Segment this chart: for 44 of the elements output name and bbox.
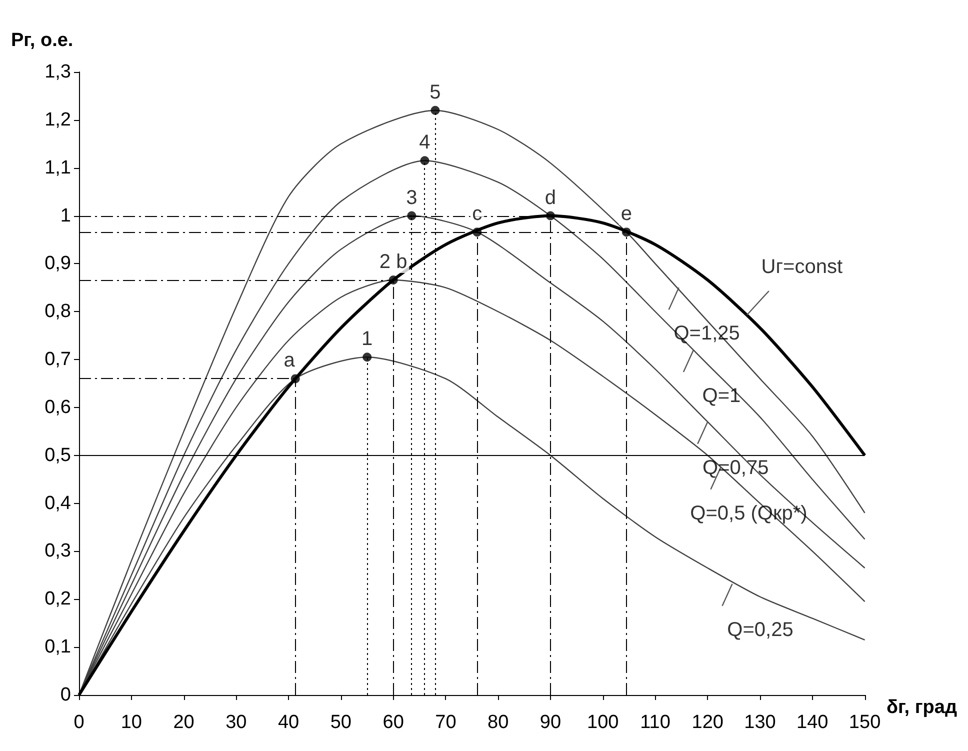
y-tick-label: 1,1 — [44, 157, 71, 178]
x-tick-label: 140 — [796, 712, 828, 733]
annotation: Uг=const — [761, 256, 843, 278]
y-axis-title: Pг, о.е. — [11, 30, 74, 51]
y-tick-label: 0,4 — [44, 492, 72, 514]
y-tick-label: 0,7 — [44, 349, 71, 370]
y-tick-label: 0,9 — [44, 253, 71, 274]
x-tick-label: 120 — [692, 712, 724, 733]
x-tick-label: 150 — [848, 712, 881, 733]
annotation: Q=1 — [702, 384, 741, 407]
annotation: 5 — [430, 81, 441, 104]
x-tick-label: 50 — [330, 712, 352, 733]
annotation: c — [472, 203, 482, 226]
annotation: 1 — [362, 328, 373, 350]
y-tick-label: 0 — [60, 684, 71, 706]
y-tick-label: 0,5 — [44, 444, 71, 466]
y-tick-label: 0,2 — [44, 588, 71, 610]
y-tick-label: 0,8 — [44, 301, 71, 322]
y-tick-label: 1,2 — [44, 109, 71, 130]
x-tick-label: 70 — [435, 712, 456, 733]
x-tick-label: 10 — [120, 712, 142, 733]
annotation: e — [620, 203, 632, 226]
y-tick-label: 1 — [60, 205, 71, 226]
x-tick-label: 130 — [744, 712, 776, 733]
annotation: Q=0,25 — [727, 618, 794, 641]
x-tick-label: 20 — [173, 712, 194, 733]
annotation: a — [284, 350, 296, 372]
x-tick-label: 100 — [587, 712, 619, 733]
x-axis-title: δг, град — [886, 697, 958, 718]
annotation: 4 — [419, 132, 430, 154]
annotation: 3 — [406, 186, 418, 209]
annotation: d — [544, 186, 556, 209]
x-tick-label: 0 — [74, 712, 84, 733]
y-tick-label: 0,6 — [44, 396, 71, 418]
x-tick-label: 30 — [226, 712, 247, 733]
annotation: 2 b — [379, 250, 408, 273]
x-tick-label: 60 — [382, 712, 404, 733]
x-tick-label: 110 — [640, 712, 670, 733]
y-tick-label: 0,1 — [44, 636, 71, 658]
x-tick-label: 80 — [488, 712, 509, 733]
x-tick-label: 40 — [278, 712, 300, 733]
y-tick-label: 1,3 — [44, 62, 71, 82]
y-tick-label: 0,3 — [44, 540, 71, 562]
x-tick-label: 90 — [540, 712, 562, 733]
